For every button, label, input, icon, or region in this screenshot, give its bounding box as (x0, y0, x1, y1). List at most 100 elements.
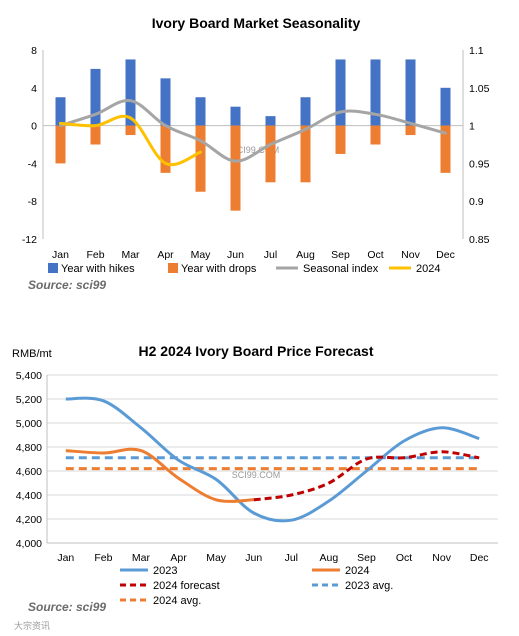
bar-year-with-drops-jan (55, 125, 66, 164)
footer-logo: 大宗资讯 (14, 620, 50, 631)
y-tick-label: -8 (28, 196, 37, 208)
y2-tick-label: 1.05 (469, 83, 490, 95)
x-tick-label: Feb (86, 249, 104, 261)
y-tick-label: 0 (31, 121, 37, 133)
x-tick-label: Mar (121, 249, 140, 261)
bar-year-with-drops-mar (125, 125, 136, 136)
bar-year-with-drops-dec (440, 125, 451, 173)
y2-tick-label: 0.9 (469, 196, 484, 208)
x-tick-label: Jun (245, 552, 262, 564)
bar-year-with-hikes-may (195, 97, 206, 126)
x-tick-label: Jun (227, 249, 244, 261)
x-tick-label: Apr (157, 249, 174, 261)
bar-year-with-hikes-feb (90, 68, 101, 126)
bar-year-with-hikes-jun (230, 106, 241, 126)
y-tick-label: 5,000 (16, 418, 42, 430)
x-tick-label: Nov (432, 552, 451, 564)
y-tick-label: -12 (22, 234, 37, 246)
seasonality-legend: Year with hikes Year with drops Seasonal i… (48, 263, 440, 275)
forecast-watermark: SCI99.COM (232, 470, 281, 480)
x-tick-label: Feb (94, 552, 112, 564)
bar-year-with-drops-aug (300, 125, 311, 183)
x-tick-label: Oct (396, 552, 412, 564)
bar-year-with-hikes-mar (125, 59, 136, 126)
seasonality-axes: -12 -8 -4 0 4 8 0.85 0.9 0.95 1 1.05 1.1 Jan Feb Mar Ap… (22, 45, 490, 261)
y-tick-label: 4 (31, 83, 37, 95)
line-2024-forecast (253, 450, 480, 502)
bar-year-with-hikes-dec (440, 87, 451, 126)
seasonality-bars (55, 59, 451, 211)
x-tick-label: Aug (320, 552, 339, 564)
y-tick-label: 4,200 (16, 514, 42, 526)
forecast-chart: H2 2024 Ivory Board Price Forecast RMB/m… (12, 343, 498, 631)
x-tick-label: Mar (132, 552, 151, 564)
bar-year-with-hikes-sep (335, 59, 346, 126)
seasonality-lines (59, 99, 447, 167)
forecast-title: H2 2024 Ivory Board Price Forecast (138, 343, 373, 359)
legend-swatch-year-with-hikes (48, 263, 58, 273)
bar-year-with-drops-jun (230, 125, 241, 211)
y-tick-label: 5,400 (16, 370, 42, 382)
y-tick-label: 4,600 (16, 466, 42, 478)
bar-year-with-hikes-oct (370, 59, 381, 126)
x-tick-label: Jul (264, 249, 277, 261)
seasonality-chart: Ivory Board Market Seasonality SCI99.COM… (22, 15, 490, 292)
forecast-axes: 4,000 4,200 4,400 4,600 4,800 5,000 5,200 5,400… (16, 370, 498, 564)
line-2024 (65, 447, 254, 503)
x-tick-label: Jan (57, 552, 74, 564)
x-tick-label: Dec (470, 552, 489, 564)
forecast-lines (65, 396, 480, 523)
x-tick-label: Jul (285, 552, 298, 564)
legend-label-year-with-drops: Year with drops (181, 263, 257, 275)
legend-label-2024-forecast: 2024 forecast (153, 580, 220, 592)
y-tick-label: 5,200 (16, 394, 42, 406)
bar-year-with-drops-nov (405, 125, 416, 136)
bar-year-with-drops-sep (335, 125, 346, 154)
legend-swatch-year-with-drops (168, 263, 178, 273)
forecast-y-unit: RMB/mt (12, 348, 52, 360)
legend-label-2023-avg: 2023 avg. (345, 580, 393, 592)
x-tick-label: May (191, 249, 212, 261)
x-tick-label: Jan (52, 249, 69, 261)
y2-tick-label: 1 (469, 121, 475, 133)
seasonality-source: Source: sci99 (28, 278, 106, 292)
y-tick-label: -4 (28, 158, 37, 170)
x-tick-label: Nov (401, 249, 420, 261)
bar-year-with-hikes-nov (405, 59, 416, 126)
forecast-source: Source: sci99 (28, 600, 106, 614)
y2-tick-label: 0.85 (469, 234, 490, 246)
line-2024 (59, 114, 202, 167)
legend-label-2024-avg: 2024 avg. (153, 595, 201, 607)
y-tick-label: 4,400 (16, 490, 42, 502)
bar-year-with-drops-apr (160, 125, 171, 173)
x-tick-label: May (206, 552, 227, 564)
seasonality-title: Ivory Board Market Seasonality (152, 15, 361, 31)
x-tick-label: Aug (296, 249, 315, 261)
legend-label-2024: 2024 (345, 565, 369, 577)
legend-label-seasonal-index: Seasonal index (303, 263, 379, 275)
bar-year-with-drops-feb (90, 125, 101, 145)
bar-year-with-hikes-jul (265, 116, 276, 126)
y-tick-label: 4,800 (16, 442, 42, 454)
x-tick-label: Sep (331, 249, 350, 261)
y-tick-label: 4,000 (16, 538, 42, 550)
line-2023 (65, 396, 480, 523)
forecast-legend: 2023 2024 2024 forecast 2023 avg. 2024 avg. (120, 565, 393, 607)
bar-year-with-drops-may (195, 125, 206, 192)
bar-year-with-hikes-jan (55, 97, 66, 126)
x-tick-label: Sep (357, 552, 376, 564)
bar-year-with-hikes-aug (300, 97, 311, 126)
y2-tick-label: 1.1 (469, 45, 484, 57)
x-tick-label: Dec (436, 249, 455, 261)
legend-label-2023: 2023 (153, 565, 177, 577)
y-tick-label: 8 (31, 45, 37, 57)
seasonality-watermark: SCI99.COM (231, 145, 280, 155)
legend-label-year-with-hikes: Year with hikes (61, 263, 135, 275)
line-seasonal-index (59, 99, 447, 163)
legend-label-2024: 2024 (416, 263, 440, 275)
bar-year-with-hikes-apr (160, 78, 171, 126)
x-tick-label: Apr (170, 552, 187, 564)
y2-tick-label: 0.95 (469, 158, 490, 170)
bar-year-with-drops-oct (370, 125, 381, 145)
